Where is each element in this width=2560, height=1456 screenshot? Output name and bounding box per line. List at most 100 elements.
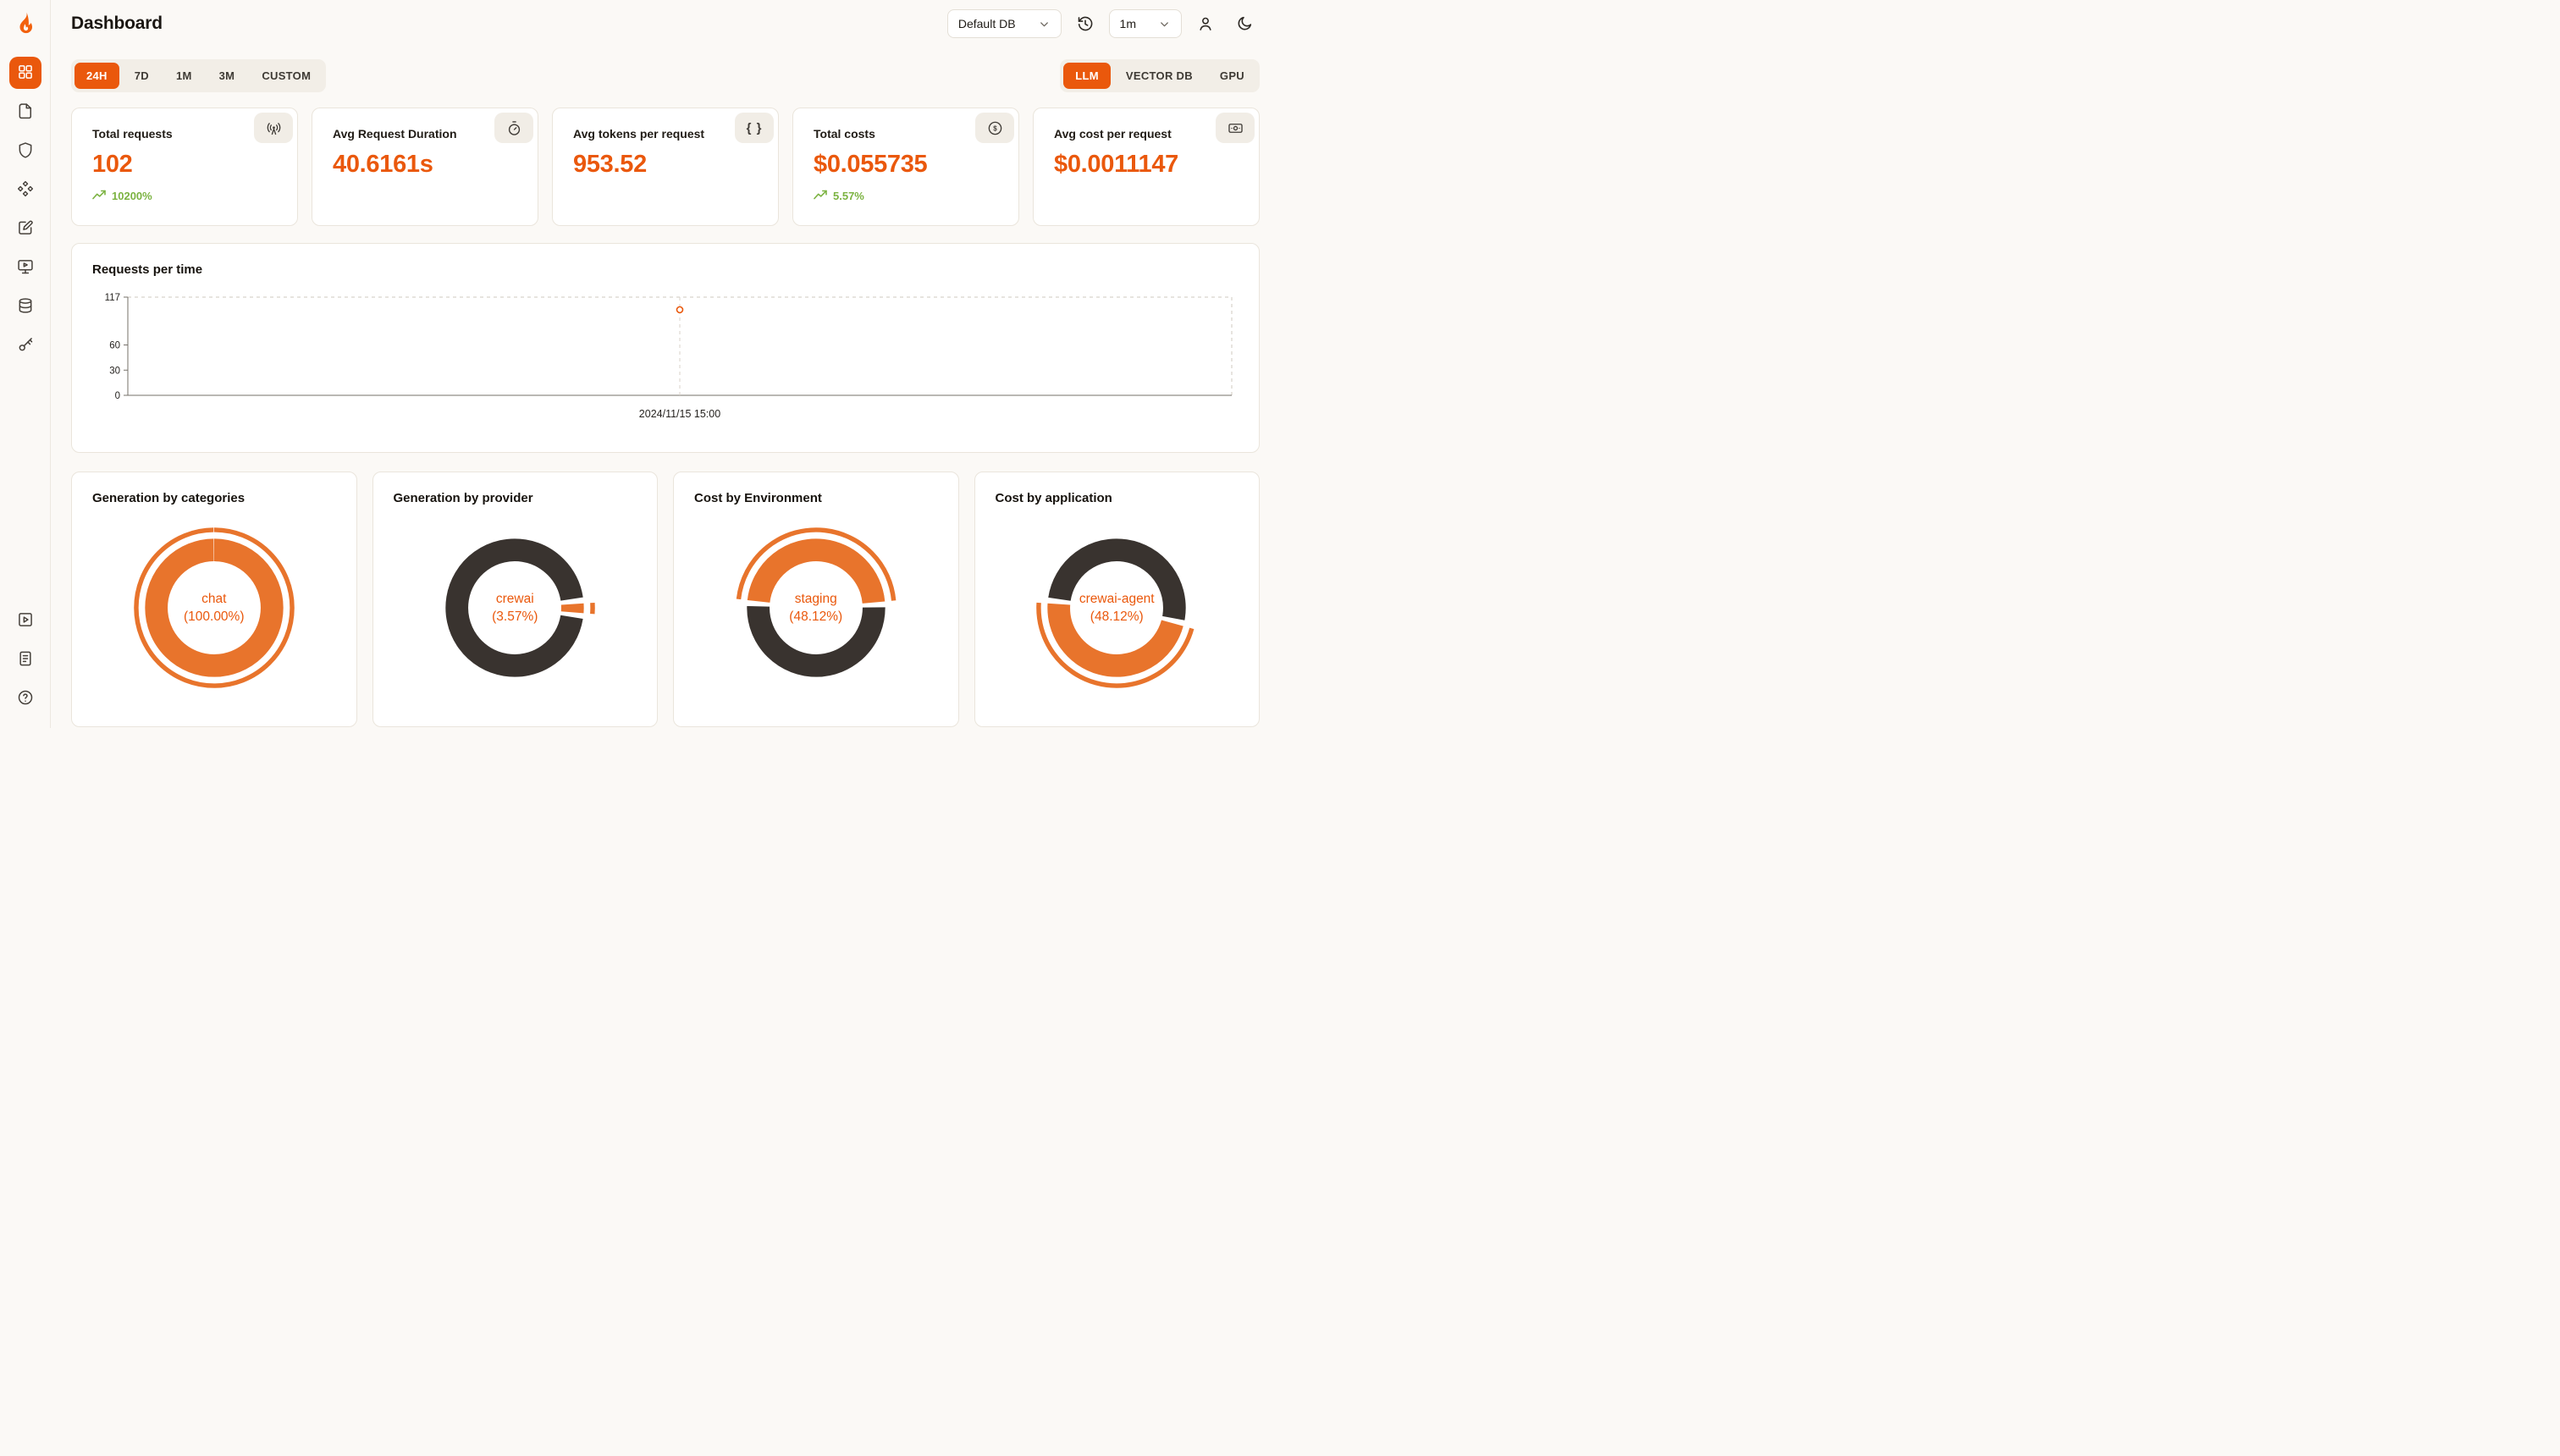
svg-text:117: 117 bbox=[105, 293, 120, 303]
square-pen-icon bbox=[17, 219, 34, 239]
sidebar-bottom-nav bbox=[9, 604, 41, 714]
stat-delta-value: 10200% bbox=[112, 190, 152, 202]
donut-title: Generation by provider bbox=[393, 491, 533, 505]
header-controls: Default DB 1m bbox=[946, 8, 1260, 39]
tab-gpu[interactable]: GPU bbox=[1208, 63, 1256, 89]
donut-wrap: crewai (3.57%) bbox=[431, 524, 599, 692]
svg-text:30: 30 bbox=[109, 366, 120, 376]
trend-up-icon bbox=[814, 190, 827, 202]
banknote-icon bbox=[1216, 113, 1255, 143]
svg-text:60: 60 bbox=[109, 341, 120, 351]
requests-per-time-card: Requests per time 0 30 60 117 2024/11/15 15:… bbox=[71, 243, 1260, 453]
tab-custom[interactable]: CUSTOM bbox=[250, 63, 323, 89]
stat-value: 102 bbox=[92, 151, 133, 178]
database-select-value: Default DB bbox=[957, 17, 1016, 30]
database-icon bbox=[17, 297, 34, 317]
app-logo-flame-icon[interactable] bbox=[11, 9, 40, 38]
donut-title: Generation by categories bbox=[92, 491, 246, 505]
sidebar-item-help[interactable] bbox=[9, 682, 41, 714]
stat-card-avg-cost: Avg cost per request $0.0011147 bbox=[1033, 108, 1260, 226]
app-root: Dashboard Default DB 1m bbox=[0, 0, 1280, 728]
stat-value: 953.52 bbox=[573, 151, 647, 178]
chevron-down-icon bbox=[1038, 18, 1051, 30]
stat-title: Avg Request Duration bbox=[333, 127, 457, 141]
user-profile-icon[interactable] bbox=[1190, 8, 1221, 39]
donut-card-cost-by-application: Cost by application crewai-agent (48.12%… bbox=[974, 472, 1260, 727]
sidebar-nav bbox=[8, 57, 41, 361]
tab-vector-db[interactable]: VECTOR DB bbox=[1114, 63, 1205, 89]
header: Dashboard Default DB 1m bbox=[51, 0, 1280, 47]
chevron-down-icon bbox=[1158, 18, 1171, 30]
time-range-tabs: 24H 7D 1M 3M CUSTOM bbox=[71, 59, 327, 92]
stat-value: $0.055735 bbox=[814, 151, 928, 178]
sidebar bbox=[0, 0, 51, 728]
tab-7d[interactable]: 7D bbox=[123, 63, 161, 89]
stat-card-total-costs: $ Total costs $0.055735 5.57% bbox=[792, 108, 1019, 226]
donut-wrap: chat (100.00%) bbox=[130, 524, 298, 692]
stat-card-avg-duration: Avg Request Duration 40.6161s bbox=[312, 108, 538, 226]
trend-up-icon bbox=[92, 190, 106, 202]
stat-title: Avg tokens per request bbox=[573, 127, 705, 141]
file-document-icon bbox=[17, 102, 34, 122]
svg-text:$: $ bbox=[993, 124, 997, 132]
timer-icon bbox=[494, 113, 533, 143]
key-icon bbox=[17, 336, 34, 356]
svg-text:0: 0 bbox=[115, 391, 120, 401]
help-circle-icon bbox=[17, 689, 34, 709]
sidebar-item-evaluations[interactable] bbox=[9, 212, 41, 245]
tab-1m[interactable]: 1M bbox=[164, 63, 204, 89]
stats-row: Total requests 102 10200% Avg Request Du… bbox=[71, 108, 1260, 226]
donut-card-cost-by-environment: Cost by Environment staging (48.12%) bbox=[673, 472, 959, 727]
stat-title: Total costs bbox=[814, 127, 875, 141]
sidebar-item-playground[interactable] bbox=[9, 251, 41, 284]
stat-title: Total requests bbox=[92, 127, 173, 141]
braces-glyph: { } bbox=[746, 120, 763, 135]
sidebar-item-modules[interactable] bbox=[9, 174, 41, 206]
stat-delta: 5.57% bbox=[814, 190, 998, 202]
sidebar-item-requests[interactable] bbox=[9, 96, 41, 128]
requests-line-chart[interactable]: 0 30 60 117 2024/11/15 15:00 bbox=[92, 289, 1240, 424]
donut-wrap: crewai-agent (48.12%) bbox=[1033, 524, 1200, 692]
tab-3m[interactable]: 3M bbox=[207, 63, 247, 89]
donut-row: Generation by categories chat (100.00%) … bbox=[71, 472, 1260, 727]
donut-card-generation-by-provider: Generation by provider crewai (3.57%) bbox=[372, 472, 658, 727]
database-select[interactable]: Default DB bbox=[946, 9, 1062, 38]
donut-chart-provider[interactable] bbox=[431, 524, 599, 692]
tab-24h[interactable]: 24H bbox=[74, 63, 119, 89]
stat-title: Avg cost per request bbox=[1054, 127, 1172, 141]
main-area: Dashboard Default DB 1m bbox=[51, 0, 1280, 728]
sidebar-item-exceptions[interactable] bbox=[9, 135, 41, 167]
refresh-interval-select[interactable]: 1m bbox=[1108, 9, 1182, 38]
donut-chart-categories[interactable] bbox=[130, 524, 298, 692]
donut-chart-environment[interactable] bbox=[732, 524, 900, 692]
stat-delta-value: 5.57% bbox=[833, 190, 864, 202]
dark-mode-toggle-moon-icon[interactable] bbox=[1229, 8, 1260, 39]
document-lines-icon bbox=[17, 650, 34, 670]
refresh-history-icon[interactable] bbox=[1070, 8, 1101, 39]
donut-chart-application[interactable] bbox=[1033, 524, 1200, 692]
sidebar-item-databases[interactable] bbox=[9, 290, 41, 323]
sidebar-item-docs[interactable] bbox=[9, 643, 41, 676]
donut-card-generation-by-categories: Generation by categories chat (100.00%) bbox=[71, 472, 357, 727]
donut-title: Cost by application bbox=[995, 491, 1112, 505]
diamond-modules-icon bbox=[17, 180, 34, 200]
chart-title: Requests per time bbox=[92, 262, 203, 277]
donut-title: Cost by Environment bbox=[694, 491, 822, 505]
source-tabs: LLM VECTOR DB GPU bbox=[1060, 59, 1260, 92]
donut-wrap: staging (48.12%) bbox=[732, 524, 900, 692]
stat-value: $0.0011147 bbox=[1054, 151, 1179, 178]
tab-llm[interactable]: LLM bbox=[1063, 63, 1111, 89]
stat-card-total-requests: Total requests 102 10200% bbox=[71, 108, 298, 226]
filters-row: 24H 7D 1M 3M CUSTOM LLM VECTOR DB GPU bbox=[71, 59, 1260, 92]
braces-icon: { } bbox=[735, 113, 774, 143]
refresh-interval-value: 1m bbox=[1119, 17, 1136, 30]
sidebar-item-getting-started[interactable] bbox=[9, 604, 41, 637]
sidebar-item-api-keys[interactable] bbox=[9, 329, 41, 361]
sidebar-item-dashboard[interactable] bbox=[8, 57, 41, 89]
stat-value: 40.6161s bbox=[333, 151, 433, 178]
dashboard-content: 24H 7D 1M 3M CUSTOM LLM VECTOR DB GPU bbox=[51, 47, 1280, 742]
dashboard-grid-icon bbox=[17, 63, 34, 83]
stat-card-avg-tokens: { } Avg tokens per request 953.52 bbox=[552, 108, 779, 226]
play-square-icon bbox=[17, 611, 34, 631]
monitor-play-icon bbox=[17, 258, 34, 278]
